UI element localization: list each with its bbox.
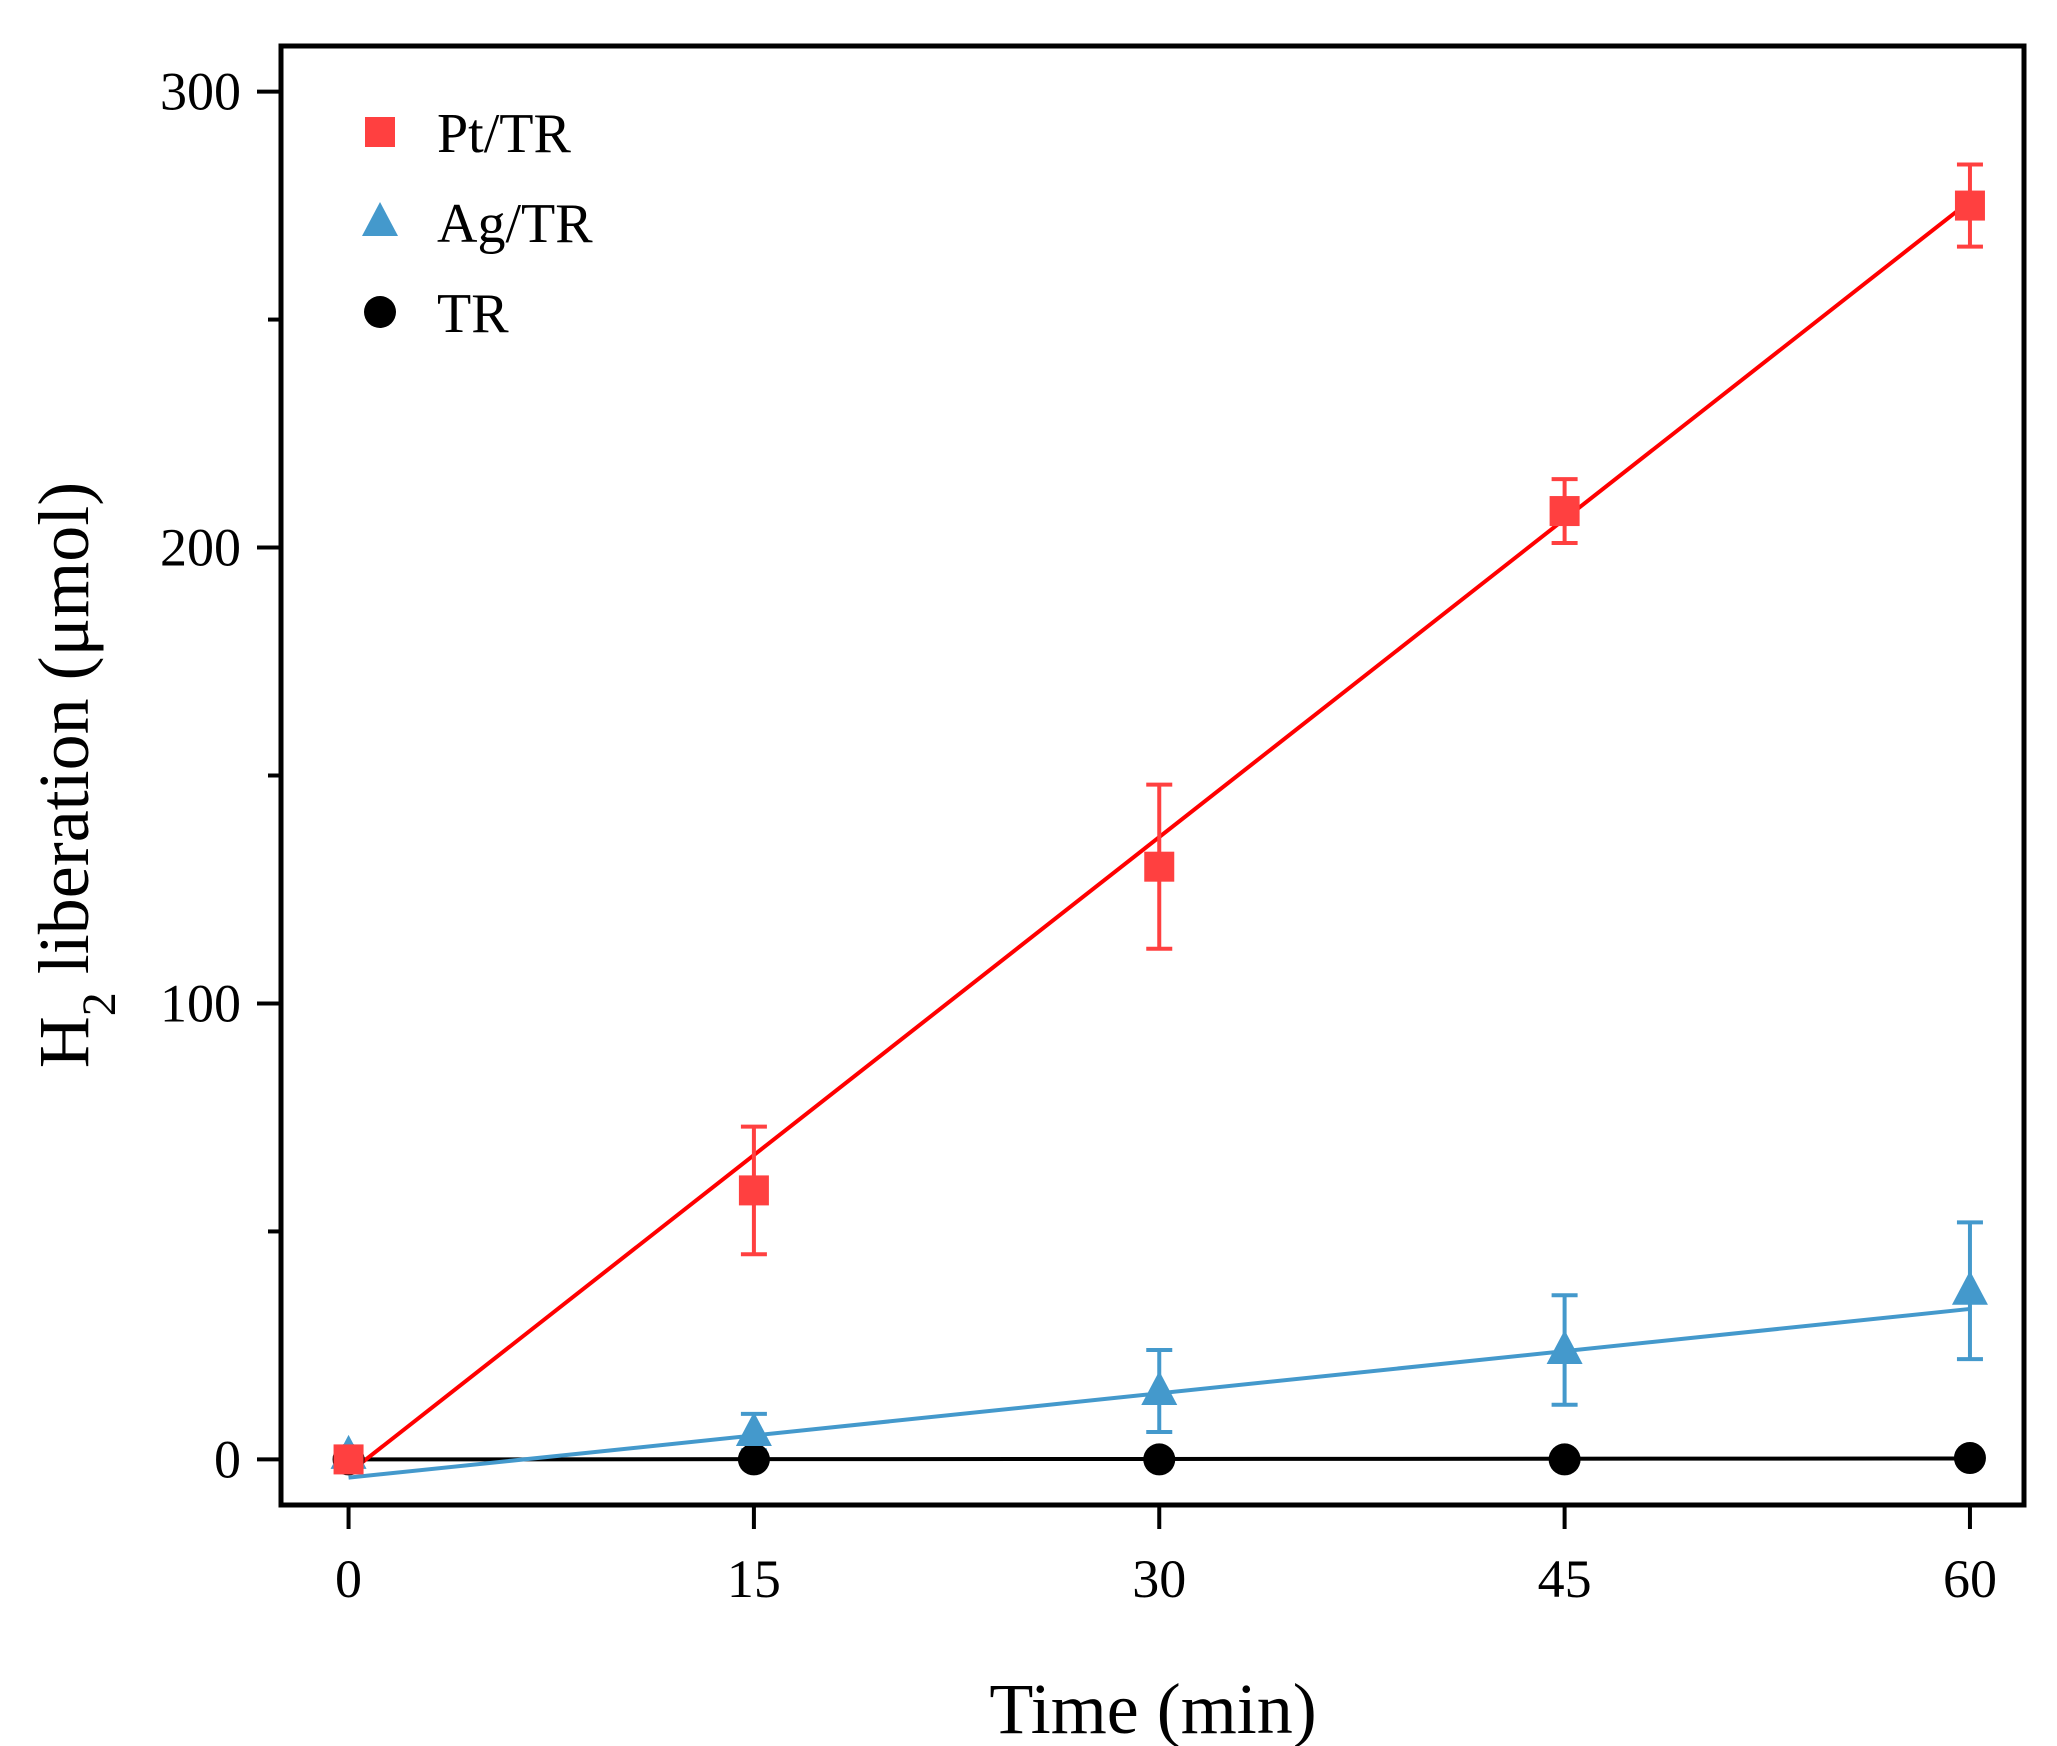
y-axis-title: H2 liberation (μmol) <box>24 482 126 1068</box>
y-axis-title-h: H <box>24 1016 104 1068</box>
data-point-tr <box>1143 1443 1176 1476</box>
data-point-pt-tr <box>1144 851 1175 882</box>
legend-label-tr: TR <box>437 283 509 345</box>
y-tick-label: 200 <box>160 518 241 578</box>
axis-ticks: 0 15 30 45 60 0 100 200 300 <box>160 62 1997 1609</box>
data-point-tr <box>1548 1443 1581 1476</box>
y-axis-title-subscript: 2 <box>73 992 126 1016</box>
x-tick-label: 0 <box>335 1549 362 1609</box>
legend-marker-pt-tr <box>365 117 395 147</box>
x-tick-label: 30 <box>1132 1549 1186 1609</box>
legend: Pt/TR Ag/TR TR <box>362 103 593 345</box>
x-axis-title: Time (min) <box>989 1669 1316 1746</box>
data-point-pt-tr <box>333 1444 364 1475</box>
y-tick-label: 0 <box>214 1429 241 1489</box>
legend-marker-ag-tr <box>362 202 398 236</box>
data-point-tr <box>737 1443 770 1476</box>
x-tick-label: 60 <box>1943 1549 1997 1609</box>
data-point-ag-tr <box>1951 1270 1988 1305</box>
legend-marker-tr <box>364 296 396 328</box>
x-tick-label: 15 <box>727 1549 781 1609</box>
x-tick-label: 45 <box>1538 1549 1592 1609</box>
data-point-pt-tr <box>738 1175 769 1206</box>
data-point-ag-tr <box>735 1412 772 1447</box>
data-point-pt-tr <box>1954 190 1985 221</box>
data-markers <box>330 190 1988 1476</box>
data-point-ag-tr <box>1141 1371 1178 1406</box>
y-tick-label: 300 <box>160 62 241 122</box>
data-point-ag-tr <box>1546 1329 1583 1364</box>
legend-label-ag-tr: Ag/TR <box>437 193 593 255</box>
plot-frame <box>278 43 2027 1508</box>
data-point-pt-tr <box>1549 496 1580 527</box>
y-tick-label: 100 <box>160 973 241 1033</box>
y-axis-title-rest: liberation (μmol) <box>24 482 104 992</box>
error-bars <box>740 162 1983 1453</box>
legend-label-pt-tr: Pt/TR <box>437 103 571 165</box>
data-point-tr <box>1953 1442 1986 1475</box>
